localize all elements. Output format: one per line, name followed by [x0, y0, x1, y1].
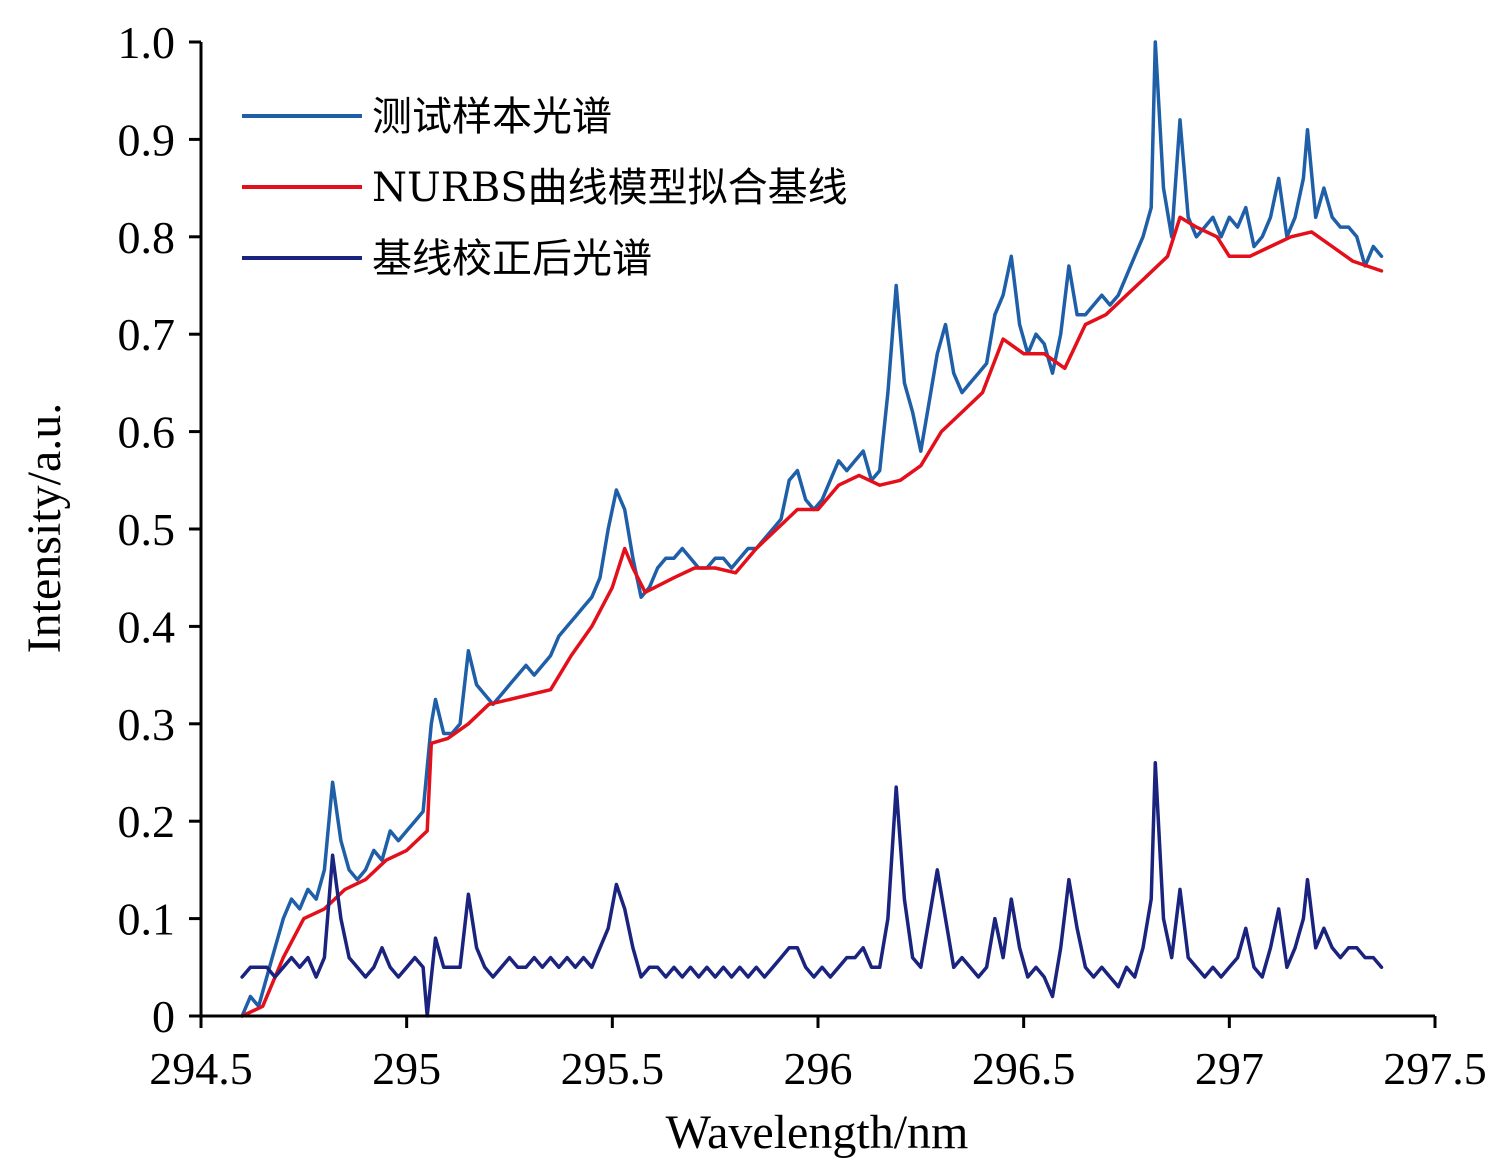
x-tick-label: 297: [1195, 1043, 1264, 1094]
y-axis-title: Intensity/a.u.: [18, 403, 71, 654]
x-tick-label: 296.5: [972, 1043, 1076, 1094]
x-tick-label: 295: [372, 1043, 441, 1094]
y-tick-label: 0.4: [118, 601, 176, 652]
x-tick-label: 296: [784, 1043, 853, 1094]
x-tick-label: 294.5: [149, 1043, 253, 1094]
legend-label-3: 基线校正后光谱: [372, 236, 652, 282]
y-tick-label: 0.8: [118, 212, 176, 263]
y-tick-label: 0.3: [118, 699, 176, 750]
x-axis-ticks: 294.5 295 295.5 296 296.5 297 297.5: [149, 1016, 1487, 1094]
x-tick-label: 295.5: [561, 1043, 665, 1094]
y-tick-label: 0.9: [118, 114, 176, 165]
y-tick-label: 0.6: [118, 407, 176, 458]
y-tick-label: 0.2: [118, 796, 176, 847]
y-tick-label: 0.5: [118, 504, 176, 555]
x-axis-title: Wavelength/nm: [666, 1106, 969, 1159]
y-tick-label: 0.7: [118, 309, 176, 360]
x-tick-label: 297.5: [1383, 1043, 1487, 1094]
y-tick-label: 0: [152, 991, 175, 1042]
legend-label-2: NURBS曲线模型拟合基线: [372, 165, 848, 211]
plot-lines: [240, 40, 1384, 1018]
series-line-3: [240, 761, 1384, 1018]
y-tick-label: 0.1: [118, 894, 176, 945]
y-tick-label: 1.0: [118, 17, 176, 68]
y-axis-ticks: 0 0.1 0.2 0.3 0.4 0.5 0.6 0.7 0.8 0.9 1.0: [118, 17, 201, 1042]
legend-label-1: 测试样本光谱: [372, 94, 612, 140]
series-line-2: [240, 215, 1384, 1018]
